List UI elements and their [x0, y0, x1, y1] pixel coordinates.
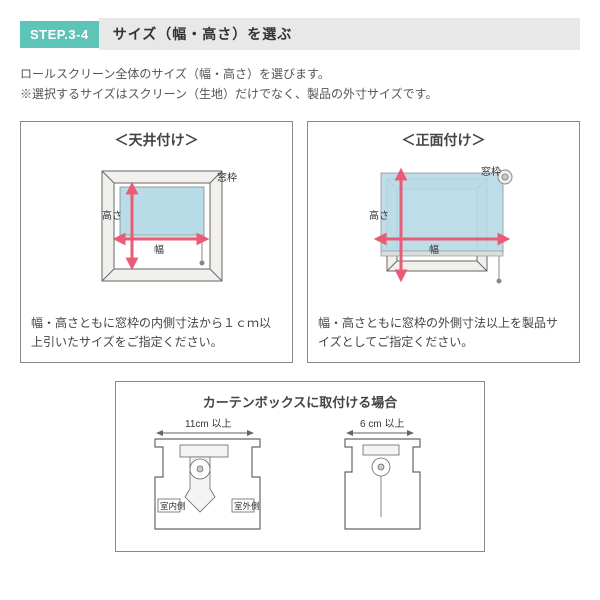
- panel-title-right: ＜正面付け＞: [318, 130, 569, 150]
- diagram-ceiling: 窓枠 高さ 幅: [31, 156, 282, 306]
- step-title: サイズ（幅・高さ）を選ぶ: [99, 18, 580, 50]
- label-width: 幅: [154, 243, 164, 256]
- panel-desc-right: 幅・高さともに窓枠の外側寸法以上を製品サイズとしてご指定ください。: [318, 314, 569, 352]
- label-frame: 窓枠: [217, 171, 237, 184]
- panel-ceiling: ＜天井付け＞: [20, 121, 293, 363]
- label-height: 高さ: [102, 209, 122, 222]
- step-badge: STEP.3-4: [20, 21, 99, 48]
- svg-text:6 cm 以上: 6 cm 以上: [360, 418, 404, 430]
- panel-front: ＜正面付け＞: [307, 121, 580, 363]
- diagram-front: 窓枠 高さ 幅: [318, 156, 569, 306]
- svg-text:11cm 以上: 11cm 以上: [185, 418, 232, 430]
- panel-title-left: ＜天井付け＞: [31, 130, 282, 150]
- svg-text:高さ: 高さ: [369, 209, 389, 222]
- svg-text:室内側: 室内側: [160, 501, 186, 511]
- svg-text:室外側: 室外側: [234, 501, 260, 511]
- intro-line1: ロールスクリーン全体のサイズ（幅・高さ）を選びます。: [20, 64, 580, 84]
- box-diagram-2: 6 cm 以上: [305, 417, 470, 537]
- intro-text: ロールスクリーン全体のサイズ（幅・高さ）を選びます。 ※選択するサイズはスクリー…: [20, 64, 580, 105]
- curtain-box-section: カーテンボックスに取付ける場合 11cm 以上 室内側 室外側: [115, 381, 485, 552]
- box-diagram-1: 11cm 以上 室内側 室外側: [130, 417, 295, 537]
- svg-text:窓枠: 窓枠: [481, 165, 501, 178]
- intro-line2: ※選択するサイズはスクリーン（生地）だけでなく、製品の外寸サイズです。: [20, 84, 580, 104]
- box-title: カーテンボックスに取付ける場合: [130, 392, 470, 411]
- panel-desc-left: 幅・高さともに窓枠の内側寸法から１ｃｍ以上引いたサイズをご指定ください。: [31, 314, 282, 352]
- svg-text:幅: 幅: [429, 243, 439, 256]
